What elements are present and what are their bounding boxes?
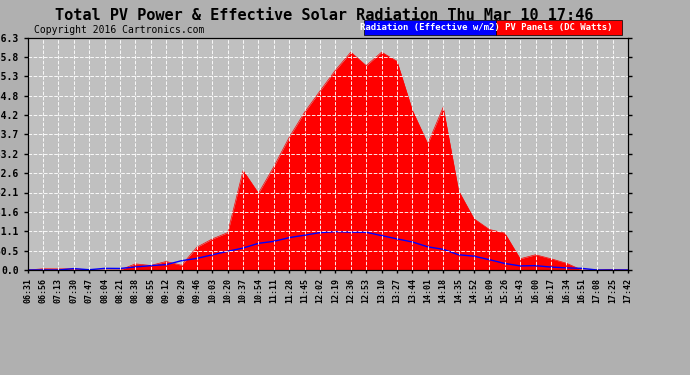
Text: Copyright 2016 Cartronics.com: Copyright 2016 Cartronics.com: [34, 25, 204, 35]
FancyBboxPatch shape: [496, 20, 622, 35]
Text: Total PV Power & Effective Solar Radiation Thu Mar 10 17:46: Total PV Power & Effective Solar Radiati…: [55, 8, 593, 22]
Text: Radiation (Effective w/m2): Radiation (Effective w/m2): [360, 23, 500, 32]
FancyBboxPatch shape: [364, 20, 496, 35]
Text: PV Panels (DC Watts): PV Panels (DC Watts): [505, 23, 613, 32]
